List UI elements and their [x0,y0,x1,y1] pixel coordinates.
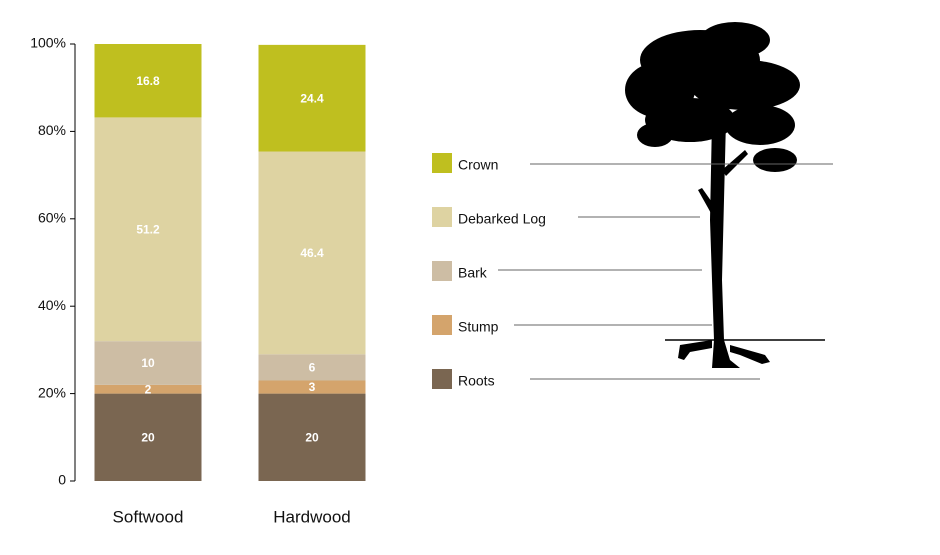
value-label: 10 [141,356,155,370]
bar-segment [94,384,202,394]
x-tick-label: Hardwood [273,507,351,526]
bar-segment [258,151,366,355]
value-label: 6 [309,361,316,375]
tree-illustration [625,22,800,368]
legend-swatch [432,261,452,281]
legend-label: Roots [458,373,495,389]
value-label: 51.2 [136,222,160,236]
value-label: 3 [309,380,316,394]
y-tick-label: 100% [30,35,66,51]
value-label: 20 [141,430,155,444]
value-label: 24.4 [300,91,324,105]
y-tick-label: 60% [38,210,66,226]
bar-segment [94,393,202,481]
y-tick-label: 20% [38,384,66,400]
legend-swatch [432,369,452,389]
y-tick-label: 0 [58,472,66,488]
bar-segment [94,44,202,118]
value-label: 20 [305,430,319,444]
legend-label: Crown [458,157,498,173]
y-tick-label: 80% [38,122,66,138]
bar-segment [258,393,366,481]
legend-label: Debarked Log [458,211,546,227]
legend-swatch [432,153,452,173]
legend-swatch [432,315,452,335]
bar-segment [258,380,366,394]
leader-lines [498,163,833,380]
legend-label: Bark [458,265,488,281]
x-tick-label: Softwood [113,507,184,526]
value-label: 2 [145,382,152,396]
bar-segment [94,117,202,342]
bar-segment [94,341,202,385]
legend-swatch [432,207,452,227]
bar-segment [258,44,366,152]
y-tick-label: 40% [38,297,66,313]
bar-segment [258,354,366,381]
value-label: 16.8 [136,74,160,88]
legend-label: Stump [458,319,499,335]
value-label: 46.4 [300,246,324,260]
